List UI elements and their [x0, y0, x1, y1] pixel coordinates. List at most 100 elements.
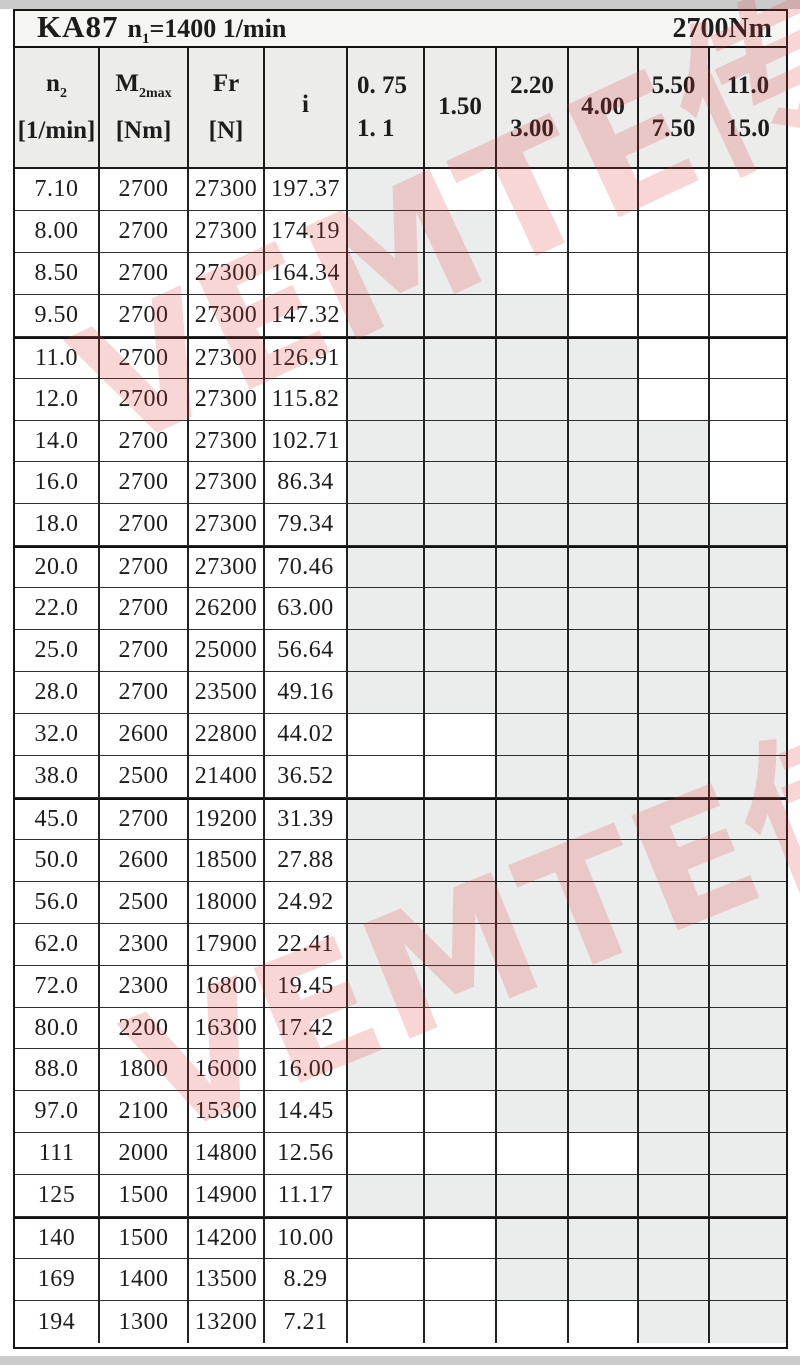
i-value: 147.32 [265, 294, 348, 337]
n2-value: 32.0 [15, 714, 100, 756]
power-cell-shaded [569, 923, 639, 966]
power-cell-blank [569, 252, 639, 295]
i-value: 16.00 [265, 1049, 348, 1092]
power-cell-blank [639, 169, 710, 211]
fr-value: 13500 [189, 1259, 265, 1302]
power-cell-blank [348, 1007, 425, 1050]
power-cell-shaded [639, 1091, 710, 1134]
power-cell-shaded [425, 1175, 497, 1218]
m2max-value: 2500 [100, 755, 189, 798]
power-cell-shaded [569, 1007, 639, 1050]
power-cell-shaded [425, 210, 497, 253]
power-cell-shaded [497, 672, 569, 715]
power-cell-shaded [497, 294, 569, 337]
power-cell-shaded [348, 462, 425, 505]
power-cell-shaded [639, 462, 710, 505]
top-edge-strip [0, 0, 800, 9]
power-cell-shaded [639, 672, 710, 715]
m2max-value: 2700 [100, 169, 189, 211]
power-cell-shaded [348, 546, 425, 589]
power-cell-shaded [497, 546, 569, 589]
power-cell-blank [425, 714, 497, 756]
n2-value: 97.0 [15, 1091, 100, 1134]
power-cell-shaded [425, 839, 497, 882]
power-cell-blank [425, 1133, 497, 1176]
i-value: 126.91 [265, 336, 348, 379]
n2-value: 111 [15, 1133, 100, 1176]
header-power-0: 0. 75 1. 1 [348, 48, 425, 167]
power-cell-shaded [348, 169, 425, 211]
power-cell-shaded [569, 420, 639, 463]
power-cell-shaded [497, 923, 569, 966]
power-cell-shaded [569, 881, 639, 924]
m2max-value: 2700 [100, 462, 189, 505]
power-cell-shaded [569, 546, 639, 589]
power-cell-shaded [348, 336, 425, 379]
power-cell-shaded [497, 1007, 569, 1050]
power-cell-shaded [569, 1049, 639, 1092]
power-cell-shaded [639, 1007, 710, 1050]
power-cell-shaded [710, 1133, 786, 1176]
power-cell-blank [348, 1091, 425, 1134]
power-cell-shaded [639, 1175, 710, 1218]
power-cell-shaded [639, 420, 710, 463]
power-cell-shaded [639, 588, 710, 631]
i-value: 12.56 [265, 1133, 348, 1176]
power-cell-shaded [639, 1301, 710, 1343]
power-cell-blank [497, 169, 569, 211]
table-header: n2 [1/min] M2max [Nm] Fr [N] i 0. 75 1. … [15, 48, 786, 169]
m2max-value: 2700 [100, 420, 189, 463]
i-value: 31.39 [265, 797, 348, 840]
power-cell-shaded [425, 378, 497, 421]
i-value: 56.64 [265, 630, 348, 673]
power-cell-shaded [569, 672, 639, 715]
n2-value: 88.0 [15, 1049, 100, 1092]
fr-value: 15300 [189, 1091, 265, 1134]
fr-value: 27300 [189, 504, 265, 547]
power-cell-shaded [710, 1175, 786, 1218]
i-value: 174.19 [265, 210, 348, 253]
power-cell-blank [639, 336, 710, 379]
power-cell-shaded [710, 923, 786, 966]
power-cell-blank [569, 210, 639, 253]
n2-value: 11.0 [15, 336, 100, 379]
power-cell-shaded [639, 1049, 710, 1092]
power-cell-shaded [569, 336, 639, 379]
power-cell-blank [710, 462, 786, 505]
power-cell-shaded [639, 714, 710, 756]
power-cell-shaded [497, 630, 569, 673]
i-value: 115.82 [265, 378, 348, 421]
power-cell-blank [348, 1301, 425, 1343]
power-cell-shaded [569, 755, 639, 798]
power-cell-shaded [710, 1049, 786, 1092]
power-cell-shaded [569, 462, 639, 505]
power-cell-blank [569, 1133, 639, 1176]
power-cell-shaded [710, 672, 786, 715]
power-cell-shaded [497, 755, 569, 798]
power-cell-shaded [639, 755, 710, 798]
power-cell-shaded [569, 1175, 639, 1218]
m2max-value: 2600 [100, 839, 189, 882]
header-fr-unit: [N] [208, 117, 244, 145]
power-cell-shaded [710, 755, 786, 798]
power-cell-shaded [639, 881, 710, 924]
power-cell-shaded [497, 420, 569, 463]
power-cell-shaded [425, 630, 497, 673]
power-cell-shaded [348, 923, 425, 966]
power-cell-shaded [425, 881, 497, 924]
i-value: 24.92 [265, 881, 348, 924]
header-n2-symbol: n2 [46, 69, 67, 101]
m2max-value: 2300 [100, 965, 189, 1008]
power-cell-shaded [497, 797, 569, 840]
power-cell-blank [425, 1091, 497, 1134]
power-cell-shaded [497, 1259, 569, 1302]
power-cell-shaded [639, 546, 710, 589]
spec-table: KA87 n1=1400 1/min 2700Nm n2 [1/min] M2m… [13, 9, 788, 1349]
fr-value: 16000 [189, 1049, 265, 1092]
i-value: 27.88 [265, 839, 348, 882]
fr-value: 14900 [189, 1175, 265, 1218]
header-power-4: 5.50 7.50 [639, 48, 710, 167]
power-cell-shaded [497, 881, 569, 924]
n2-value: 62.0 [15, 923, 100, 966]
power-cell-shaded [425, 797, 497, 840]
